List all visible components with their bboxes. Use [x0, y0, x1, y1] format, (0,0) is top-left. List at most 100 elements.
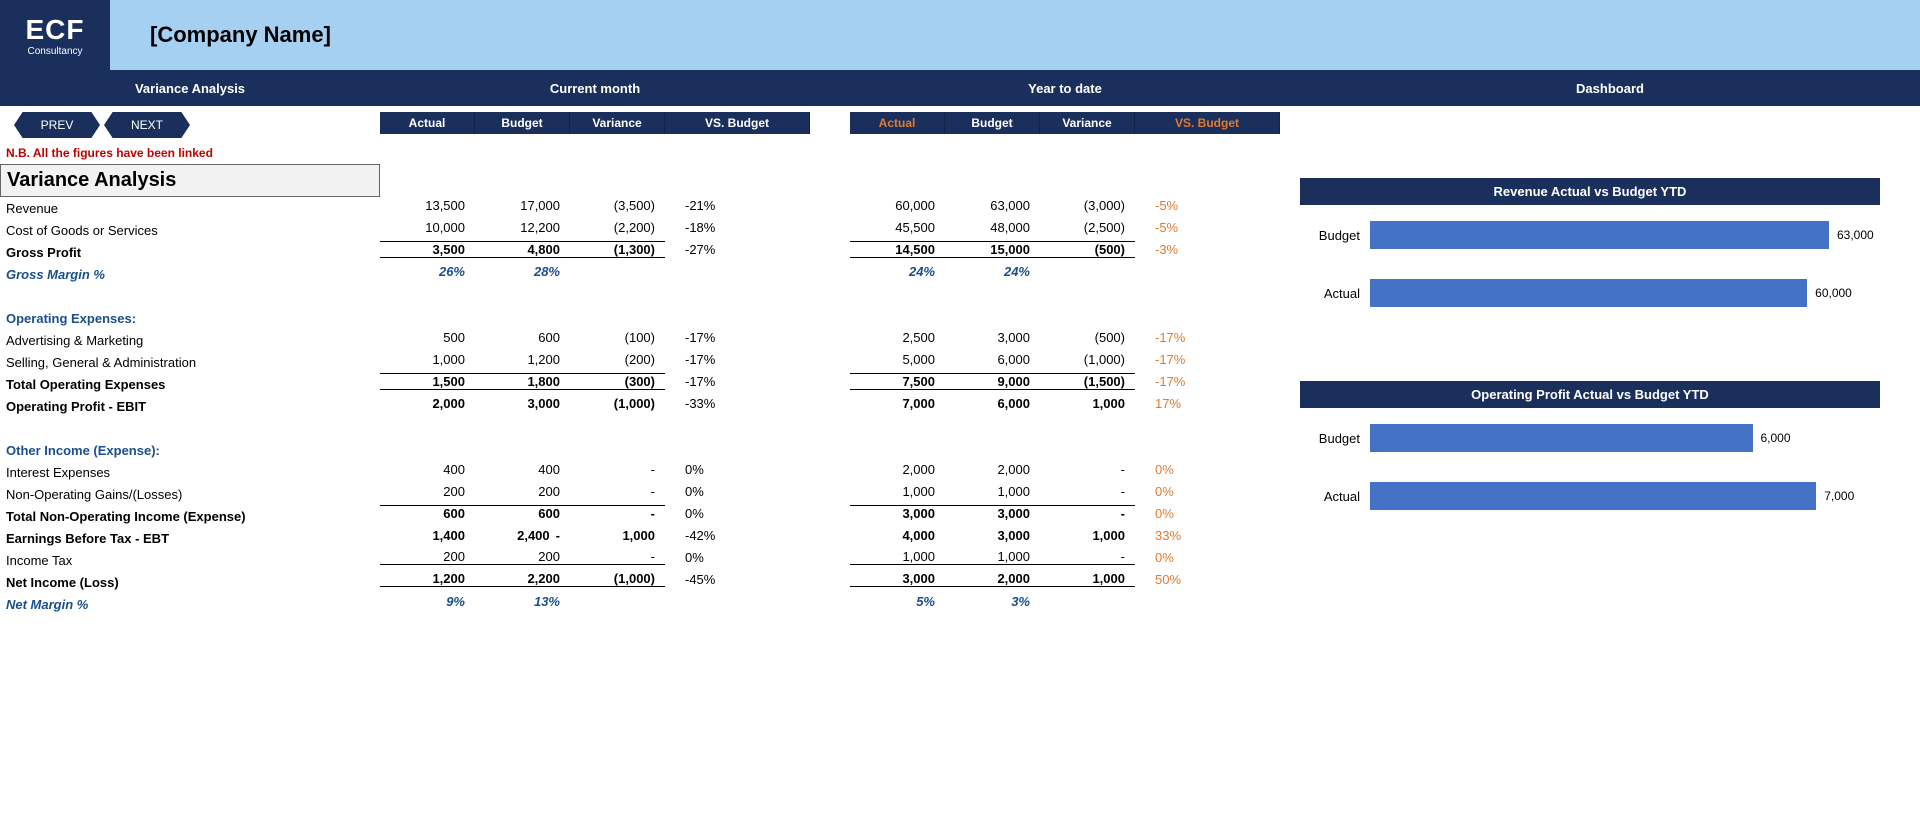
chart-bar-value: 6,000 [1753, 431, 1791, 445]
row-label: Net Margin % [0, 593, 380, 615]
chart-title: Operating Profit Actual vs Budget YTD [1300, 381, 1880, 408]
label-text: Total Non-Operating Income (Expense) [0, 509, 246, 524]
cell-vs-budget: 0% [1135, 484, 1280, 499]
col-year-to-date: 60,00063,000(3,000)-5%45,50048,000(2,500… [850, 164, 1280, 615]
cell-variance: (2,200) [570, 220, 665, 235]
row-label: Operating Expenses: [0, 307, 380, 329]
row-label: Net Income (Loss) [0, 571, 380, 593]
chart-bar-label: Budget [1300, 228, 1370, 243]
cell-vs-budget: 0% [665, 484, 810, 499]
cell-variance: 1,000 [1040, 571, 1135, 587]
nav-col-header-row: PREV NEXT N.B. All the figures have been… [0, 106, 1920, 164]
cell-actual: 2,000 [850, 462, 945, 477]
cell-variance: - [1040, 484, 1135, 499]
label-text: Interest Expenses [0, 465, 110, 480]
chart-bar-track: 6,000 [1370, 424, 1880, 452]
cell-budget: 4,800 [475, 241, 570, 258]
prev-button[interactable]: PREV [14, 112, 100, 138]
row-label [0, 417, 380, 439]
cell-variance: (1,000) [570, 396, 665, 411]
cell-vs-budget: 0% [1135, 550, 1280, 565]
chart-bar-fill [1370, 482, 1816, 510]
label-text: Income Tax [0, 553, 72, 568]
cell-budget: 3,000 [475, 396, 570, 411]
label-text: Net Income (Loss) [0, 575, 119, 590]
logo-sub: Consultancy [27, 46, 82, 57]
cell-actual: 14,500 [850, 241, 945, 258]
label-text: Total Operating Expenses [0, 377, 165, 392]
cell-variance: (1,000) [1040, 352, 1135, 367]
cell-budget: 15,000 [945, 241, 1040, 258]
cell-budget: 2,000 [945, 571, 1040, 587]
ch-ytd-vs: VS. Budget [1135, 112, 1280, 134]
cell-actual: 26% [380, 264, 475, 279]
logo-main: ECF [26, 14, 85, 46]
cell-vs-budget: -17% [1135, 330, 1280, 345]
section-header-dashboard: Dashboard [1300, 70, 1920, 106]
cell-budget: 1,000 [945, 549, 1040, 565]
chart-bar-value: 63,000 [1829, 228, 1874, 242]
cell-variance: (1,000) [570, 571, 665, 587]
cell-actual: 400 [380, 462, 475, 477]
cell-variance: - [1040, 549, 1135, 565]
cell-budget: 3,000 [945, 528, 1040, 543]
cell-variance: - [1040, 505, 1135, 521]
chart-bar-track: 60,000 [1370, 279, 1880, 307]
cell-variance: - [570, 484, 665, 499]
col-headers-ytd: Actual Budget Variance VS. Budget [850, 112, 1280, 134]
cell-actual: 5,000 [850, 352, 945, 367]
company-name: [Company Name] [150, 22, 331, 48]
cell-budget: 6,000 [945, 352, 1040, 367]
cell-budget: 2,400- [475, 528, 570, 543]
cell-budget: 17,000 [475, 198, 570, 213]
cell-variance: (300) [570, 373, 665, 390]
cell-actual: 1,400 [380, 528, 475, 543]
cell-budget: 1,000 [945, 484, 1040, 499]
cell-actual: 200 [380, 484, 475, 499]
cell-variance: (2,500) [1040, 220, 1135, 235]
cell-actual: 7,500 [850, 373, 945, 390]
chart-bar-fill [1370, 279, 1807, 307]
top-banner: ECF Consultancy [Company Name] [0, 0, 1920, 70]
label-text: Operating Expenses: [0, 311, 136, 326]
cell-budget: 600 [475, 505, 570, 521]
label-text: Operating Profit - EBIT [0, 399, 146, 414]
cell-variance: 1,000 [1040, 396, 1135, 411]
cell-vs-budget: 50% [1135, 572, 1280, 587]
cell-vs-budget: -33% [665, 396, 810, 411]
cell-budget: 48,000 [945, 220, 1040, 235]
chart-bar-row: Actual7,000 [1300, 476, 1880, 516]
cell-variance: (500) [1040, 330, 1135, 345]
row-label: Other Income (Expense): [0, 439, 380, 461]
cell-variance: 1,000 [570, 528, 665, 543]
row-label: Gross Margin % [0, 263, 380, 285]
cell-vs-budget: -27% [665, 242, 810, 257]
cell-vs-budget: 0% [665, 462, 810, 477]
cell-budget: 600 [475, 330, 570, 345]
cell-vs-budget: -17% [665, 374, 810, 389]
cell-budget: 6,000 [945, 396, 1040, 411]
cell-budget: 2,000 [945, 462, 1040, 477]
cell-actual: 13,500 [380, 198, 475, 213]
chart-title: Revenue Actual vs Budget YTD [1300, 178, 1880, 205]
cell-vs-budget: -21% [665, 198, 810, 213]
cell-actual: 3,500 [380, 241, 475, 258]
ch-cm-budget: Budget [475, 112, 570, 134]
row-label: Earnings Before Tax - EBT [0, 527, 380, 549]
cell-variance: - [570, 549, 665, 565]
cell-budget: 13% [475, 594, 570, 609]
cell-budget: 3,000 [945, 505, 1040, 521]
row-label: Interest Expenses [0, 461, 380, 483]
row-label: Total Operating Expenses [0, 373, 380, 395]
cell-budget: 1,800 [475, 373, 570, 390]
cell-actual: 1,000 [850, 484, 945, 499]
cell-vs-budget: -17% [665, 330, 810, 345]
cell-variance: (3,500) [570, 198, 665, 213]
cell-budget: 2,200 [475, 571, 570, 587]
cell-budget: 12,200 [475, 220, 570, 235]
next-button[interactable]: NEXT [104, 112, 190, 138]
cell-budget: 9,000 [945, 373, 1040, 390]
cell-budget: 200 [475, 549, 570, 565]
cell-vs-budget: -17% [665, 352, 810, 367]
row-label: Cost of Goods or Services [0, 219, 380, 241]
